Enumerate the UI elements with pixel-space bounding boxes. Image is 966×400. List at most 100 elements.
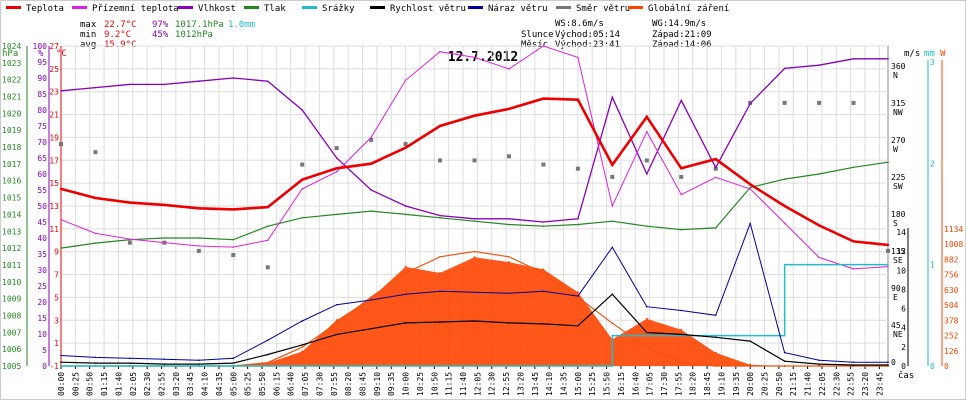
time-tick-44: 18:20 <box>689 372 698 396</box>
dir-tick-0: 360 <box>891 62 906 71</box>
temperature-point-22 <box>817 224 821 227</box>
wind-dir-point-18 <box>679 174 684 179</box>
solar-point-8 <box>335 319 338 322</box>
temperature-point-11 <box>438 124 442 128</box>
ground-temp-point-10 <box>404 79 407 82</box>
solar-point-7 <box>301 350 304 353</box>
ground-temp-point-13 <box>508 68 510 70</box>
solar-theoretical-point-11 <box>439 255 441 258</box>
temp-tick-13: 1 <box>54 339 59 348</box>
pressure-point-23 <box>852 166 855 169</box>
temperature-point-2 <box>128 201 132 204</box>
temperature-point-3 <box>163 203 166 207</box>
time-tick-18: 07:30 <box>315 372 324 396</box>
pressure-point-22 <box>818 173 820 175</box>
ground-temp-point-5 <box>232 246 235 248</box>
pressure-tick-11: 1013 <box>2 227 21 236</box>
wind-gust-point-16 <box>611 246 614 249</box>
wind-dir-point-17 <box>644 158 649 163</box>
dir-tick-6: 90 <box>891 284 901 293</box>
pressure-tick-15: 1009 <box>2 295 21 304</box>
rain-point-10 <box>404 365 407 367</box>
solar-tick-8: 126 <box>944 347 959 356</box>
time-tick-56: 23:20 <box>861 372 870 396</box>
ground-temp-point-7 <box>301 188 304 190</box>
solar-theoretical-point-9 <box>370 296 372 298</box>
ground-temp-point-19 <box>714 176 717 179</box>
wind-gust-point-10 <box>404 293 407 296</box>
time-tick-7: 02:55 <box>158 372 167 396</box>
time-tick-4: 01:40 <box>114 372 123 396</box>
humidity-tick-13: 35 <box>37 250 47 259</box>
solar-point-18 <box>680 328 683 331</box>
solar-point-17 <box>645 317 648 320</box>
rain-point-24 <box>887 263 889 266</box>
time-tick-32: 13:20 <box>516 372 525 396</box>
temperature-point-9 <box>369 162 373 165</box>
time-tick-31: 12:55 <box>502 372 511 396</box>
stat-1-0: min <box>80 30 96 40</box>
pressure-point-14 <box>542 225 545 228</box>
rain-point-5 <box>232 365 235 367</box>
wind-speed-point-0 <box>60 361 62 363</box>
ground-temp-point-3 <box>163 241 166 244</box>
temperature-point-21 <box>783 204 786 208</box>
rain-point-15 <box>577 365 579 367</box>
axes: hPa%°C1024102310221021102010191018101710… <box>2 42 963 396</box>
rain-point-4 <box>198 365 200 367</box>
pressure-point-13 <box>508 223 510 226</box>
legend-label-5: Rychlost větru <box>390 4 466 14</box>
time-tick-55: 22:55 <box>847 372 856 396</box>
dir-tick-2: 270 <box>891 136 906 145</box>
temperature-point-8 <box>335 167 338 170</box>
wind-speed-point-6 <box>266 353 269 356</box>
pressure-tick-7: 1017 <box>2 160 21 169</box>
time-tick-26: 10:50 <box>430 372 439 396</box>
time-tick-49: 20:25 <box>761 372 770 396</box>
stat-2-0: avg <box>80 40 96 50</box>
pressure-tick-6: 1018 <box>2 143 21 152</box>
pressure-tick-16: 1008 <box>2 311 21 320</box>
pressure-point-17 <box>645 225 648 228</box>
humidity-tick-1: 95 <box>37 58 47 67</box>
temp-tick-3: 21 <box>49 111 59 120</box>
time-tick-12: 05:00 <box>229 372 238 396</box>
wind-gust-point-1 <box>94 356 97 359</box>
time-tick-37: 15:25 <box>588 372 597 396</box>
wind-dir-point-22 <box>817 100 822 105</box>
dir-tick-7: 45 <box>891 321 901 330</box>
wind-speed-point-21 <box>783 360 786 363</box>
dir-tick-5: 135 <box>891 247 906 256</box>
solar-theoretical-point-19 <box>714 365 717 367</box>
time-tick-52: 21:40 <box>804 372 813 396</box>
pressure-tick-12: 1012 <box>2 244 21 253</box>
humidity-point-20 <box>749 102 751 105</box>
rain-tick-0: 3 <box>930 58 935 67</box>
humidity-tick-19: 5 <box>42 346 47 355</box>
solar-point-12 <box>473 256 476 259</box>
rain-point-6 <box>266 365 269 367</box>
pressure-point-5 <box>232 238 235 241</box>
stat-0-4: 1.0mm <box>228 20 255 30</box>
humidity-point-11 <box>439 214 441 217</box>
stat-2-1: 15.9°C <box>104 40 137 50</box>
wind-gust-point-19 <box>714 314 717 317</box>
humidity-tick-17: 15 <box>37 314 47 323</box>
wind-dir-point-5 <box>231 253 236 257</box>
time-tick-48: 20:00 <box>746 372 755 396</box>
humidity-point-3 <box>163 83 166 86</box>
solar-theoretical-point-8 <box>335 322 338 325</box>
ground-temp-point-22 <box>818 256 820 259</box>
humidity-point-23 <box>852 58 855 60</box>
wind-speed-point-12 <box>473 320 476 322</box>
wind-gust-point-5 <box>232 357 235 360</box>
ground-temp-point-1 <box>94 232 97 235</box>
time-tick-10: 04:10 <box>201 372 210 396</box>
pressure-tick-13: 1011 <box>2 261 21 270</box>
time-tick-57: 23:45 <box>875 372 884 396</box>
rain-tick-3: 0 <box>930 362 935 371</box>
solar-point-10 <box>404 265 407 268</box>
solar-tick-7: 252 <box>944 332 959 341</box>
rain-point-18 <box>680 334 683 337</box>
temp-tick-12: 3 <box>54 316 59 325</box>
